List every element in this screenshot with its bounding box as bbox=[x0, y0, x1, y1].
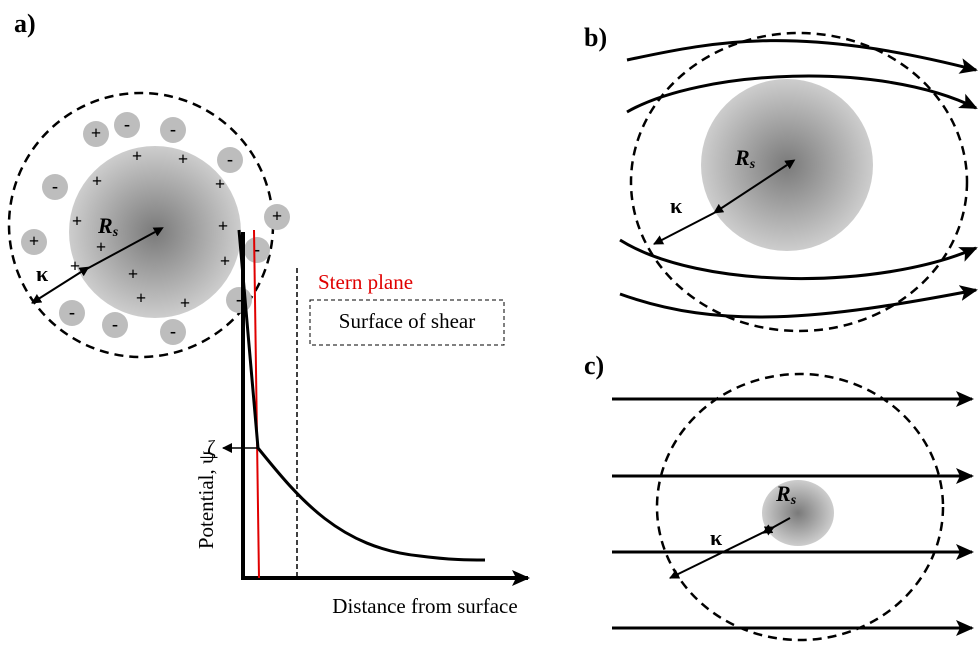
ion-sign: + bbox=[91, 123, 101, 143]
panel-label: a) bbox=[14, 9, 36, 38]
radius-subscript: s bbox=[749, 157, 756, 172]
surface-charge: + bbox=[92, 171, 102, 191]
ion-sign: - bbox=[124, 114, 130, 134]
ion bbox=[59, 300, 85, 326]
radius-symbol: Rs bbox=[734, 145, 756, 172]
ion-sign: - bbox=[52, 176, 58, 196]
surface-charge: + bbox=[218, 216, 228, 236]
ion-sign: - bbox=[227, 149, 233, 169]
ion bbox=[102, 312, 128, 338]
surface-charge: + bbox=[215, 174, 225, 194]
streamline bbox=[626, 74, 978, 114]
ion-sign: - bbox=[236, 289, 242, 309]
ion-sign: - bbox=[254, 239, 260, 259]
kappa-label: κ bbox=[670, 193, 683, 218]
panel-label: c) bbox=[584, 351, 604, 380]
streamlines bbox=[619, 39, 978, 319]
kappa-arrow bbox=[669, 526, 775, 579]
radius-arrow bbox=[80, 227, 164, 273]
ion-sign: - bbox=[69, 302, 75, 322]
radius-symbol-main: R bbox=[775, 481, 791, 506]
x-axis-label: Distance from surface bbox=[332, 594, 517, 618]
surface-charge: + bbox=[220, 251, 230, 271]
surface-charge: + bbox=[96, 237, 106, 257]
kappa-arrow bbox=[31, 266, 90, 304]
ion bbox=[244, 237, 270, 263]
surface-charge: + bbox=[136, 288, 146, 308]
ions: + - ---++ --- --+ ++ ++ +++++ ++ bbox=[21, 112, 290, 345]
ion-sign: - bbox=[170, 321, 176, 341]
ion bbox=[21, 229, 47, 255]
panel-label: b) bbox=[584, 23, 607, 52]
ion bbox=[114, 112, 140, 138]
streamline bbox=[619, 238, 978, 280]
ion bbox=[42, 174, 68, 200]
potential-curve bbox=[237, 229, 486, 562]
kappa-label: κ bbox=[36, 261, 49, 286]
surface-of-shear-label: Surface of shear bbox=[339, 309, 475, 333]
radius-symbol: Rs bbox=[775, 481, 797, 508]
ion bbox=[217, 147, 243, 173]
kappa-label: κ bbox=[710, 525, 723, 550]
surface-charge: + bbox=[128, 264, 138, 284]
surface-charge: + bbox=[178, 149, 188, 169]
y-axis-label: Potential, ψ bbox=[194, 451, 218, 549]
surface-charge: + bbox=[132, 146, 142, 166]
streamline bbox=[619, 285, 978, 319]
shear-circle bbox=[629, 31, 969, 333]
ion-sign: + bbox=[29, 231, 39, 251]
ion-sign: - bbox=[112, 314, 118, 334]
surface-charge: + bbox=[180, 293, 190, 313]
kappa-arrow bbox=[653, 212, 715, 245]
ion bbox=[264, 204, 290, 230]
ion bbox=[83, 121, 109, 147]
radius-symbol: Rs bbox=[97, 213, 119, 240]
radius-subscript: s bbox=[112, 225, 119, 240]
stern-line bbox=[253, 229, 260, 579]
surface-charge: + bbox=[72, 211, 82, 231]
ion-sign: - bbox=[170, 119, 176, 139]
particle bbox=[762, 480, 834, 546]
radius-subscript: s bbox=[790, 493, 797, 508]
radius-arrow bbox=[713, 159, 796, 214]
radius-symbol-main: R bbox=[734, 145, 750, 170]
ion-sign: + bbox=[272, 206, 282, 226]
surface-charge: + bbox=[70, 256, 80, 276]
radius-symbol-main: R bbox=[97, 213, 113, 238]
streamline bbox=[626, 39, 978, 74]
shear-circle bbox=[655, 372, 945, 642]
ion bbox=[160, 117, 186, 143]
ion bbox=[160, 319, 186, 345]
shear-legend-box bbox=[309, 299, 505, 346]
stern-plane-label: Stern plane bbox=[318, 270, 413, 294]
zeta-label: ζ bbox=[207, 436, 216, 460]
